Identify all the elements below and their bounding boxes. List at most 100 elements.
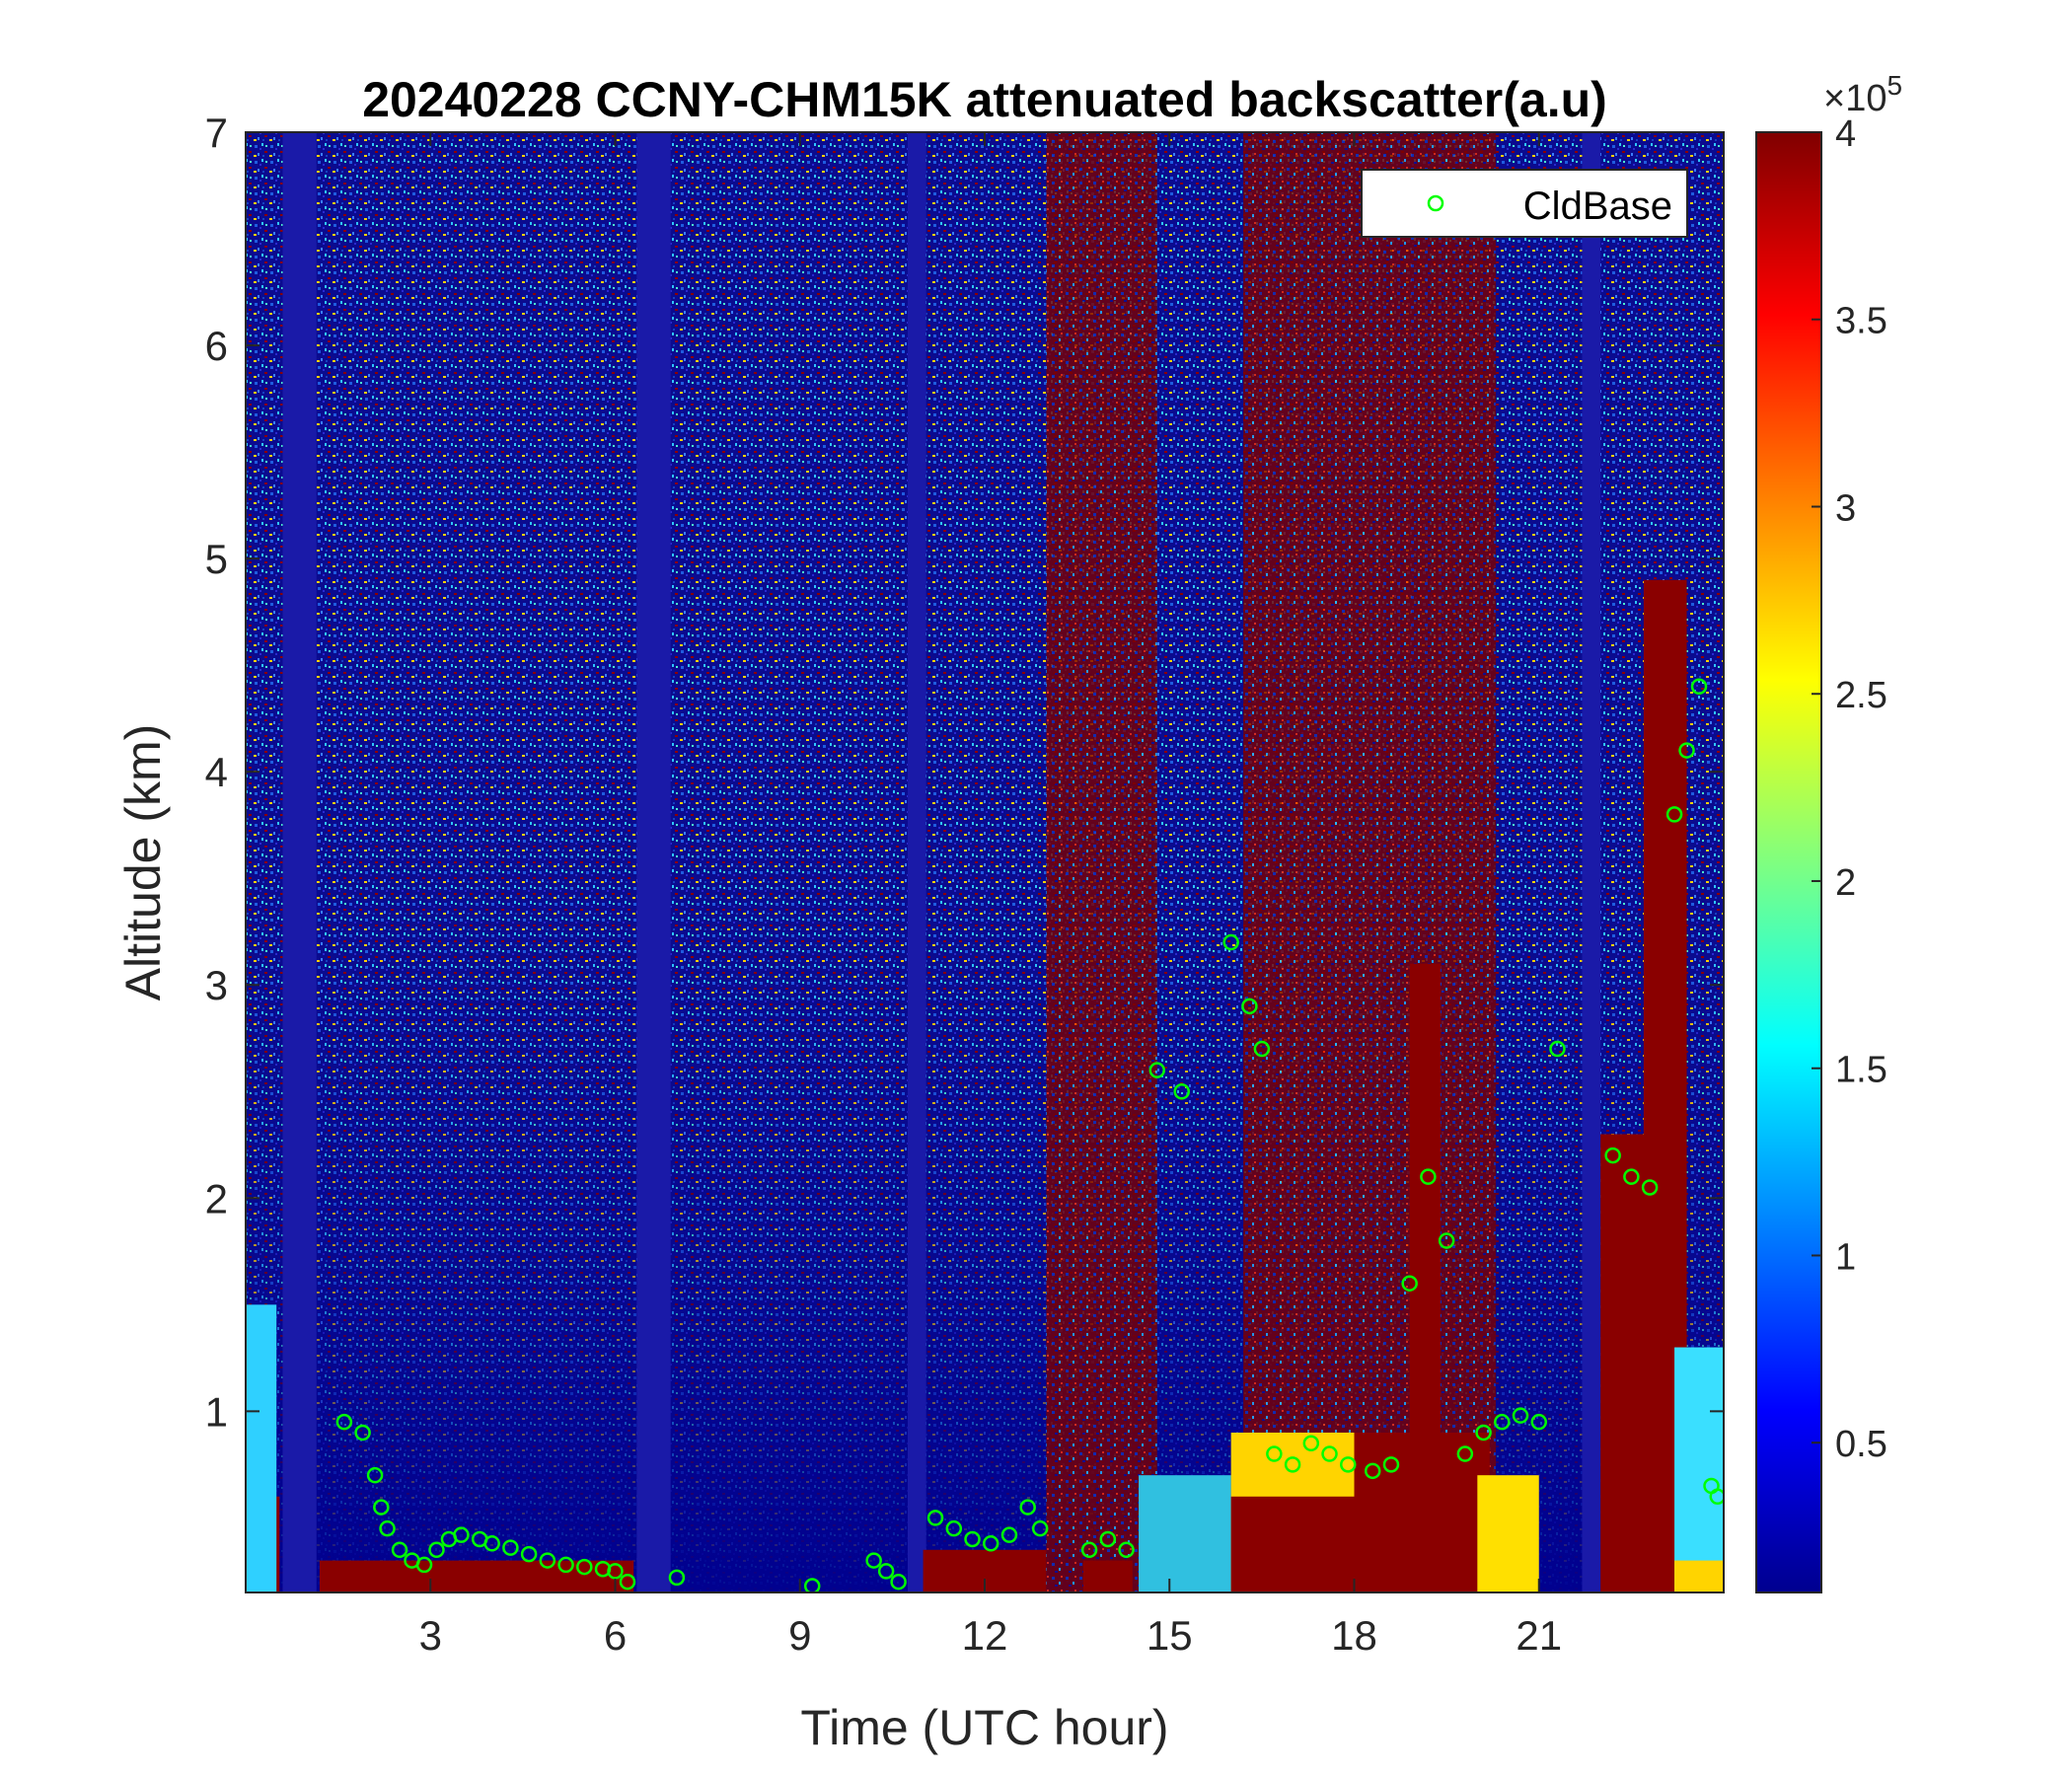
x-tick-label: 3 bbox=[419, 1612, 442, 1659]
cldbase-point bbox=[1031, 1519, 1049, 1537]
cldbase-point bbox=[1364, 1462, 1381, 1480]
cldbase-point bbox=[619, 1573, 636, 1591]
cldbase-point bbox=[520, 1545, 538, 1563]
cldbase-point bbox=[1475, 1424, 1492, 1442]
cldbase-point bbox=[453, 1526, 470, 1543]
cloud-base-markers bbox=[335, 678, 1724, 1592]
colorbar-ticks: 0.5 1 1.5 2 2.5 3 3.5 4 bbox=[1812, 113, 1887, 1465]
cldbase-point bbox=[1709, 1488, 1724, 1506]
cldbase-point bbox=[964, 1530, 981, 1548]
cldbase-point bbox=[415, 1556, 433, 1574]
cldbase-point bbox=[335, 1413, 353, 1431]
heatmap-signal-layer bbox=[1477, 1475, 1539, 1592]
colorbar-tick-label: 0.5 bbox=[1835, 1424, 1887, 1465]
cldbase-point bbox=[428, 1541, 445, 1559]
heatmap-high-noise-band bbox=[1390, 132, 1497, 1592]
cldbase-point bbox=[373, 1499, 390, 1516]
cldbase-point bbox=[1148, 1062, 1166, 1078]
cldbase-point bbox=[865, 1552, 882, 1569]
colorbar-frame bbox=[1755, 131, 1822, 1593]
x-tick-label: 9 bbox=[788, 1612, 811, 1659]
colorbar-tick-label: 2 bbox=[1835, 862, 1856, 904]
heatmap-gap-band bbox=[907, 132, 926, 1592]
colorbar-gradient bbox=[1756, 132, 1821, 1592]
heatmap-image bbox=[246, 132, 1724, 1592]
heatmap-signal-layer bbox=[1674, 1347, 1724, 1592]
cldbase-point bbox=[1266, 1445, 1283, 1462]
cldbase-point bbox=[576, 1558, 593, 1576]
colorbar-tick-label: 4 bbox=[1835, 113, 1856, 155]
colorbar-tick-label: 2.5 bbox=[1835, 675, 1887, 716]
cldbase-point bbox=[391, 1541, 408, 1559]
cldbase-point bbox=[1000, 1526, 1018, 1543]
cldbase-point bbox=[1099, 1530, 1117, 1548]
x-tick-label: 15 bbox=[1147, 1612, 1193, 1659]
cldbase-point bbox=[1623, 1168, 1640, 1185]
legend-marker bbox=[1427, 194, 1444, 212]
cldbase-point bbox=[607, 1563, 624, 1580]
cldbase-point bbox=[1241, 998, 1258, 1015]
cldbase-point bbox=[502, 1539, 519, 1556]
heatmap-high-noise-band bbox=[1243, 132, 1391, 1592]
x-tick-label: 21 bbox=[1516, 1612, 1562, 1659]
cldbase-point bbox=[926, 1510, 944, 1526]
colorbar-exponent: ×105 bbox=[1823, 70, 1902, 119]
cldbase-point bbox=[1321, 1445, 1338, 1462]
legend-box bbox=[1361, 169, 1688, 238]
heatmap-gap-band bbox=[636, 132, 671, 1592]
y-tick-label: 5 bbox=[205, 536, 228, 582]
heatmap-signal-layer bbox=[319, 1560, 634, 1592]
cldbase-point bbox=[1438, 1232, 1455, 1249]
cldbase-point bbox=[982, 1535, 999, 1552]
cldbase-point bbox=[877, 1563, 895, 1580]
cldbase-point bbox=[803, 1578, 821, 1592]
y-tick-label: 4 bbox=[205, 749, 228, 795]
y-axis: 1 2 3 4 5 6 7 bbox=[205, 110, 1724, 1435]
heatmap-signal-layer bbox=[246, 1304, 277, 1592]
x-tick-label: 18 bbox=[1331, 1612, 1377, 1659]
heatmap-signal-layer bbox=[1082, 1560, 1133, 1592]
cldbase-point bbox=[1420, 1168, 1437, 1185]
cldbase-point bbox=[354, 1424, 371, 1442]
cldbase-point bbox=[1549, 1040, 1566, 1058]
legend-label: CldBase bbox=[1523, 185, 1672, 228]
colorbar-tick-label: 1.5 bbox=[1835, 1050, 1887, 1091]
cldbase-point bbox=[890, 1573, 907, 1591]
x-tick-label: 6 bbox=[604, 1612, 627, 1659]
heatmap-high-noise-band bbox=[1046, 132, 1157, 1592]
cldbase-point bbox=[1604, 1147, 1621, 1164]
cldbase-point bbox=[1494, 1413, 1511, 1431]
cldbase-point bbox=[1118, 1541, 1135, 1559]
cldbase-point bbox=[1530, 1413, 1547, 1431]
cldbase-point bbox=[1665, 806, 1683, 823]
cldbase-point bbox=[366, 1466, 384, 1484]
y-tick-label: 7 bbox=[205, 110, 228, 156]
heatmap-gap-band bbox=[1582, 132, 1601, 1592]
cldbase-point bbox=[1222, 933, 1239, 951]
legend: CldBase bbox=[1361, 169, 1688, 238]
cldbase-point bbox=[1284, 1456, 1301, 1473]
colorbar-exponent-base: ×10 bbox=[1823, 78, 1887, 119]
cldbase-point bbox=[1253, 1040, 1271, 1058]
cldbase-point bbox=[1512, 1407, 1529, 1424]
heatmap-gap-band bbox=[282, 132, 317, 1592]
cldbase-point bbox=[1019, 1499, 1036, 1516]
y-tick-label: 6 bbox=[205, 323, 228, 369]
cldbase-point bbox=[379, 1519, 396, 1537]
x-axis-label: Time (UTC hour) bbox=[800, 1700, 1168, 1755]
heatmap-signal-layer bbox=[1139, 1475, 1231, 1592]
cldbase-point bbox=[1173, 1083, 1190, 1100]
y-tick-label: 2 bbox=[205, 1175, 228, 1221]
cldbase-point bbox=[1340, 1456, 1357, 1473]
heatmap-signal-layer bbox=[1230, 1496, 1355, 1592]
y-tick-label: 1 bbox=[205, 1388, 228, 1435]
cldbase-point bbox=[1382, 1456, 1400, 1473]
colorbar-tick-label: 1 bbox=[1835, 1236, 1856, 1278]
cldbase-point bbox=[1456, 1445, 1474, 1462]
cldbase-point bbox=[483, 1535, 500, 1552]
cldbase-point bbox=[1678, 742, 1695, 759]
y-tick-label: 3 bbox=[205, 962, 228, 1008]
cldbase-point bbox=[945, 1519, 963, 1537]
colorbar: 0.5 1 1.5 2 2.5 3 3.5 4 ×105 bbox=[1755, 70, 1902, 1593]
